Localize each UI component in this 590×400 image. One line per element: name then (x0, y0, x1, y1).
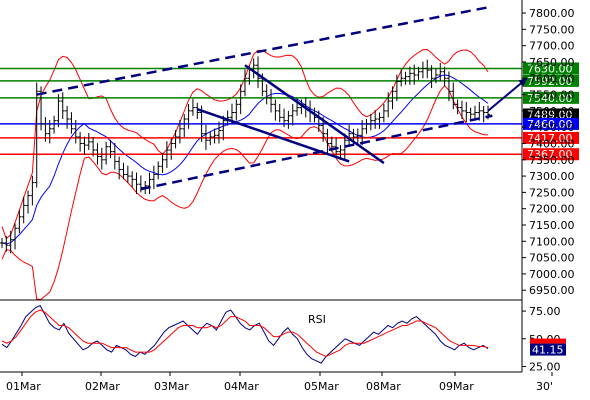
forecast-arrow-line (487, 77, 528, 112)
level-label-text: 7630.00 (527, 62, 573, 75)
price-axis: 6950.00 7000.00 7050.00 7100.00 7150.00 7200.… (521, 0, 575, 372)
price-tick-label: 7300.00 (529, 170, 575, 183)
price-tick-label: 7000.00 (529, 268, 575, 281)
time-tick-label: 30' (536, 380, 553, 393)
price-levels: 7630.007592.007540.007489.007460.007417.… (0, 62, 579, 161)
price-tick-label: 6950.00 (529, 284, 575, 297)
price-tick-label: 7400.00 (529, 137, 575, 150)
price-tick-label: 7650.00 (529, 56, 575, 69)
price-panel-background (0, 0, 520, 300)
price-tick-label: 7350.00 (529, 154, 575, 167)
level-label-box (523, 74, 579, 87)
time-tick-label: 08Mar (366, 380, 401, 393)
rsi-current-box (530, 343, 566, 356)
time-tick-label: 03Mar (154, 380, 189, 393)
rsi-signal-box (530, 338, 566, 344)
time-tick-label: 05Mar (304, 380, 339, 393)
time-tick-label: 04Mar (224, 380, 259, 393)
moving-average-line (1, 74, 489, 245)
time-tick-label: 09Mar (439, 380, 474, 393)
level-label-text: 7460.00 (527, 118, 573, 131)
level-label-box (523, 108, 579, 121)
rsi-tick-label: 25.00 (529, 360, 561, 373)
price-tick-label: 7100.00 (529, 235, 575, 248)
trendline-2 (140, 114, 493, 191)
price-tick-label: 7050.00 (529, 252, 575, 265)
level-label-box (523, 148, 579, 161)
time-tick-label: 02Mar (85, 380, 120, 393)
level-label-box (523, 91, 579, 104)
price-tick-label: 7750.00 (529, 23, 575, 36)
price-tick-label: 7800.00 (529, 7, 575, 20)
rsi-current-value: 41.15 (532, 344, 564, 357)
price-tick-label: 7600.00 (529, 72, 575, 85)
trendline-1 (36, 5, 493, 96)
rsi-tick-label: 75.00 (529, 305, 561, 318)
time-tick-label: 01Mar (6, 380, 41, 393)
level-label-text: 7367.00 (527, 148, 573, 161)
rsi-title: RSI (308, 313, 326, 326)
level-label-box (523, 117, 579, 130)
price-tick-label: 7250.00 (529, 186, 575, 199)
trendline-4 (196, 108, 350, 163)
rsi-signal-line (1, 309, 489, 358)
price-tick-label: 7500.00 (529, 105, 575, 118)
time-axis: 01Mar 02Mar 03Mar 04Mar 05Mar 08Mar 09Mar 30' (0, 371, 553, 393)
price-tick-label: 7150.00 (529, 219, 575, 232)
level-label-text: 7592.00 (527, 75, 573, 88)
bollinger-lower-line (1, 84, 489, 300)
price-tick-label: 7700.00 (529, 40, 575, 53)
level-label-text: 7417.00 (527, 132, 573, 145)
level-label-box (523, 62, 579, 75)
price-tick-label: 7550.00 (529, 89, 575, 102)
level-label-box (523, 131, 579, 144)
price-tick-label: 7200.00 (529, 203, 575, 216)
level-label-text: 7540.00 (527, 92, 573, 105)
trendline-3 (244, 64, 385, 165)
rsi-line (1, 304, 489, 364)
trendlines (36, 5, 528, 191)
price-tick-label: 7450.00 (529, 121, 575, 134)
forecast-arrow-head (518, 78, 528, 87)
